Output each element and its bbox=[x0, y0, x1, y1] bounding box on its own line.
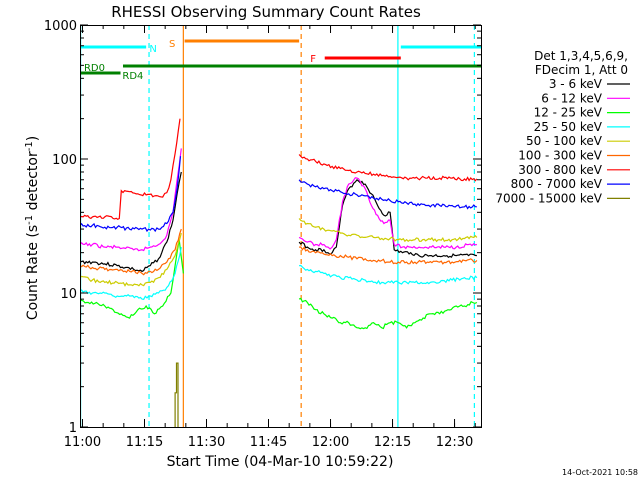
x-tick-label-6: 12:30 bbox=[436, 435, 473, 450]
series-line-5 bbox=[80, 228, 478, 276]
series-line-1 bbox=[80, 148, 478, 252]
y-tick-label-2: 100 bbox=[52, 153, 77, 168]
series-line-6 bbox=[80, 118, 478, 220]
legend-header-0: Det 1,3,4,5,6,9, bbox=[534, 49, 628, 63]
series-line-8 bbox=[174, 362, 179, 427]
series-line-3 bbox=[80, 246, 478, 300]
flag-labels: N S F RD0 RD4 bbox=[84, 39, 316, 82]
legend-label-3: 25 - 50 keV bbox=[534, 120, 603, 134]
legend-label-1: 6 - 12 keV bbox=[541, 91, 603, 105]
legend-label-2: 12 - 25 keV bbox=[534, 106, 603, 120]
legend-label-6: 300 - 800 keV bbox=[518, 163, 602, 177]
axes: 1 10 100 1000 11:00 11:15 11:30 11:45 12:00 12:15… bbox=[44, 19, 481, 450]
series-line-7 bbox=[80, 156, 477, 233]
plot-frame bbox=[80, 25, 482, 428]
legend-label-0: 3 - 6 keV bbox=[549, 77, 603, 91]
x-tick-label-0: 11:00 bbox=[64, 435, 101, 450]
legend-label-4: 50 - 100 keV bbox=[526, 134, 603, 148]
series-line-2 bbox=[80, 239, 478, 330]
legend-header-1: FDecim 1, Att 0 bbox=[535, 63, 628, 77]
x-axis-label: Start Time (04-Mar-10 10:59:22) bbox=[167, 454, 394, 470]
flag-label-4: RD0 bbox=[84, 63, 105, 74]
flag-label-0: N bbox=[149, 44, 156, 55]
series-line-4 bbox=[80, 218, 478, 287]
legend: Det 1,3,4,5,6,9,FDecim 1, Att 03 - 6 keV… bbox=[495, 49, 630, 205]
y-tick-label-1: 10 bbox=[60, 287, 77, 302]
x-tick-label-1: 11:15 bbox=[126, 435, 163, 450]
x-tick-label-3: 11:45 bbox=[250, 435, 287, 450]
x-tick-label-4: 12:00 bbox=[312, 435, 349, 450]
legend-label-8: 7000 - 15000 keV bbox=[495, 191, 602, 205]
data-series-group bbox=[80, 118, 478, 427]
y-axis-label: Count Rate (s-1 detector-1) bbox=[24, 136, 41, 320]
flag-label-2: F bbox=[310, 54, 316, 65]
chart-title: RHESSI Observing Summary Count Rates bbox=[111, 3, 421, 21]
y-tick-label-0: 1 bbox=[69, 421, 77, 436]
y-tick-label-3: 1000 bbox=[44, 19, 77, 34]
legend-label-5: 100 - 300 keV bbox=[518, 149, 602, 163]
x-tick-label-5: 12:15 bbox=[374, 435, 411, 450]
x-tick-label-2: 11:30 bbox=[188, 435, 225, 450]
flag-label-1: S bbox=[169, 39, 175, 50]
flag-label-5: RD4 bbox=[122, 71, 143, 82]
legend-label-7: 800 - 7000 keV bbox=[511, 177, 603, 191]
footer-date: 14-Oct-2021 10:58 bbox=[562, 468, 638, 477]
